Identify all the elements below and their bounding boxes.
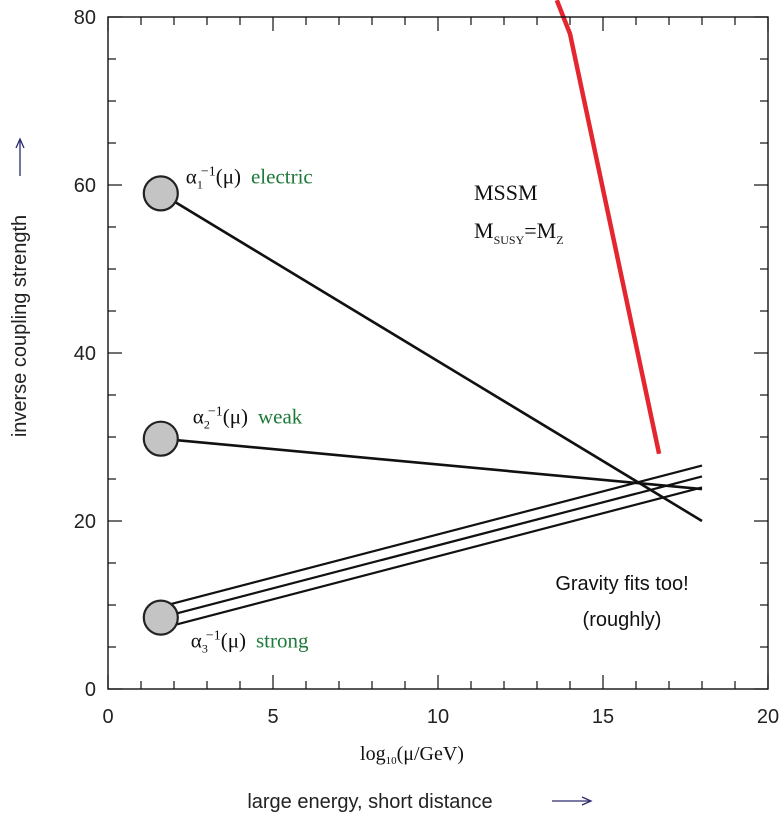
alpha1-word: electric [251, 164, 313, 188]
marker-alpha1 [142, 175, 179, 212]
gravity-note-line2: (roughly) [583, 609, 662, 631]
y-tick-label: 0 [85, 679, 96, 701]
line-alpha3-band-2 [160, 475, 703, 619]
label-alpha2: α2−1(μ) weak [193, 405, 303, 432]
alpha1-greek: α [186, 164, 197, 188]
alpha3-greek: α [191, 629, 202, 653]
x-tick-labels: 0 5 10 15 20 [102, 706, 779, 728]
alpha1-arg: (μ) [216, 164, 241, 188]
alpha2-sub: 2 [204, 418, 210, 432]
alpha2-greek: α [193, 405, 204, 429]
alpha3-arg: (μ) [221, 629, 246, 653]
alpha3-sub: 3 [202, 642, 208, 656]
msusy-sub: SUSY [494, 233, 525, 247]
y-tick-label: 60 [74, 175, 96, 197]
msusy-label: MSUSY=MZ [474, 218, 564, 247]
energy-arrow-icon [552, 796, 593, 806]
series-markers [142, 175, 179, 636]
y-tick-labels: 0 20 40 60 80 [74, 7, 96, 701]
alpha2-arg: (μ) [223, 405, 248, 429]
label-alpha3: α3−1(μ) strong [191, 629, 309, 656]
line-gravity [554, 0, 662, 455]
mssm-label: MSSM [474, 180, 538, 205]
y-tick-label: 80 [74, 7, 96, 29]
y-tick-label: 40 [74, 343, 96, 365]
x-tick-label: 15 [592, 706, 614, 728]
msusy-m: M [474, 218, 494, 243]
msusy-sub-z: Z [556, 233, 563, 247]
alpha1-sup: −1 [201, 164, 216, 179]
alpha3-sup: −1 [206, 629, 221, 644]
alpha2-sup: −1 [208, 405, 223, 420]
plot-frame [107, 16, 769, 690]
x-axis-label-rest: (μ/GeV) [397, 743, 464, 765]
y-axis-label: inverse coupling strength [9, 215, 31, 437]
series-lines [160, 0, 703, 630]
marker-alpha3 [142, 599, 179, 636]
line-alpha2 [160, 437, 703, 491]
label-alpha1: α1−1(μ) electric [186, 164, 313, 191]
x-axis-label-sub: 10 [386, 755, 398, 767]
line-alpha1 [160, 192, 703, 523]
x-axis-label-log: log [360, 743, 386, 765]
x-tick-label: 20 [757, 706, 779, 728]
energy-label: large energy, short distance [247, 791, 492, 813]
alpha3-word: strong [256, 629, 309, 653]
y-tick-label: 20 [74, 511, 96, 533]
x-axis-label: log10(μ/GeV) [360, 743, 464, 767]
gravity-note-line1: Gravity fits too! [555, 573, 688, 595]
x-tick-label: 10 [427, 706, 449, 728]
x-tick-label: 0 [102, 706, 113, 728]
msusy-eq: =M [524, 218, 556, 243]
line-alpha3-band-1 [160, 486, 703, 630]
marker-alpha2 [142, 420, 179, 457]
y-axis-arrow-icon [15, 137, 25, 176]
alpha1-sub: 1 [197, 177, 203, 191]
alpha2-word: weak [258, 405, 303, 429]
line-alpha3-band-3 [160, 464, 703, 608]
x-tick-label: 5 [267, 706, 278, 728]
